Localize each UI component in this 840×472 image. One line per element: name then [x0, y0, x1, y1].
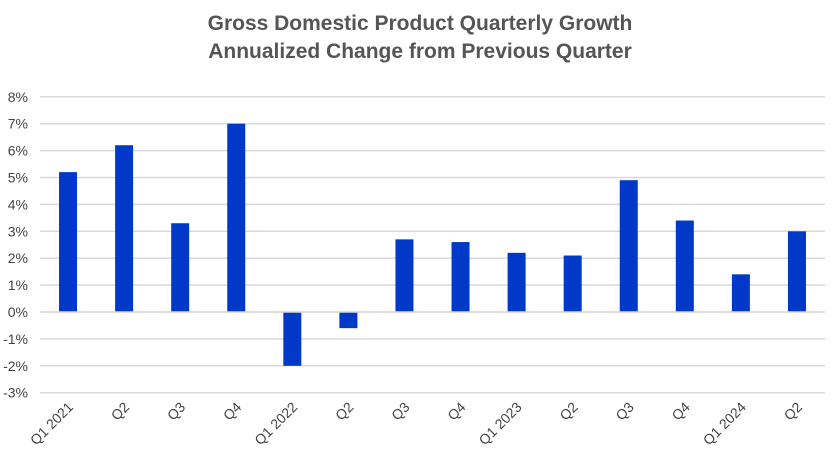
y-tick-label: 1% — [8, 277, 28, 293]
y-tick-label: -3% — [3, 385, 28, 401]
x-tick-label: Q4 — [220, 399, 245, 424]
y-tick-label: 8% — [8, 89, 28, 105]
x-tick-label: Q3 — [164, 399, 189, 424]
x-tick-label: Q2 — [556, 399, 581, 424]
y-tick-label: 2% — [8, 250, 28, 266]
chart-title: Gross Domestic Product Quarterly Growth — [207, 12, 633, 35]
x-tick-label: Q4 — [668, 399, 693, 424]
y-tick-label: 3% — [8, 223, 28, 239]
y-tick-label: 0% — [8, 304, 28, 320]
bar — [507, 252, 526, 312]
bar — [115, 145, 134, 312]
x-tick-label: Q2 — [332, 399, 357, 424]
x-tick-label: Q1 2024 — [700, 399, 749, 448]
x-tick-label: Q4 — [444, 399, 469, 424]
y-tick-label: -2% — [3, 358, 28, 374]
x-tick-label: Q2 — [108, 399, 133, 424]
y-tick-label: 5% — [8, 170, 28, 186]
y-tick-label: 4% — [8, 196, 28, 212]
bar — [731, 274, 750, 312]
y-tick-label: 6% — [8, 143, 28, 159]
x-tick-label: Q3 — [388, 399, 413, 424]
bar — [619, 180, 638, 312]
bar — [283, 312, 302, 366]
bar — [675, 220, 694, 312]
chart-subtitle: Annualized Change from Previous Quarter — [208, 40, 632, 63]
bar — [395, 239, 414, 312]
bar — [171, 223, 190, 312]
bar — [227, 123, 246, 312]
x-tick-label: Q1 2021 — [27, 399, 76, 448]
bar — [339, 312, 358, 329]
x-tick-label: Q2 — [781, 399, 806, 424]
y-tick-label: 7% — [8, 116, 28, 132]
y-tick-label: -1% — [3, 331, 28, 347]
bar — [787, 231, 806, 312]
bar — [451, 242, 470, 312]
x-tick-label: Q1 2022 — [251, 399, 300, 448]
x-tick-label: Q1 2023 — [475, 399, 524, 448]
bar — [563, 255, 582, 312]
x-tick-label: Q3 — [612, 399, 637, 424]
bar — [59, 172, 78, 312]
